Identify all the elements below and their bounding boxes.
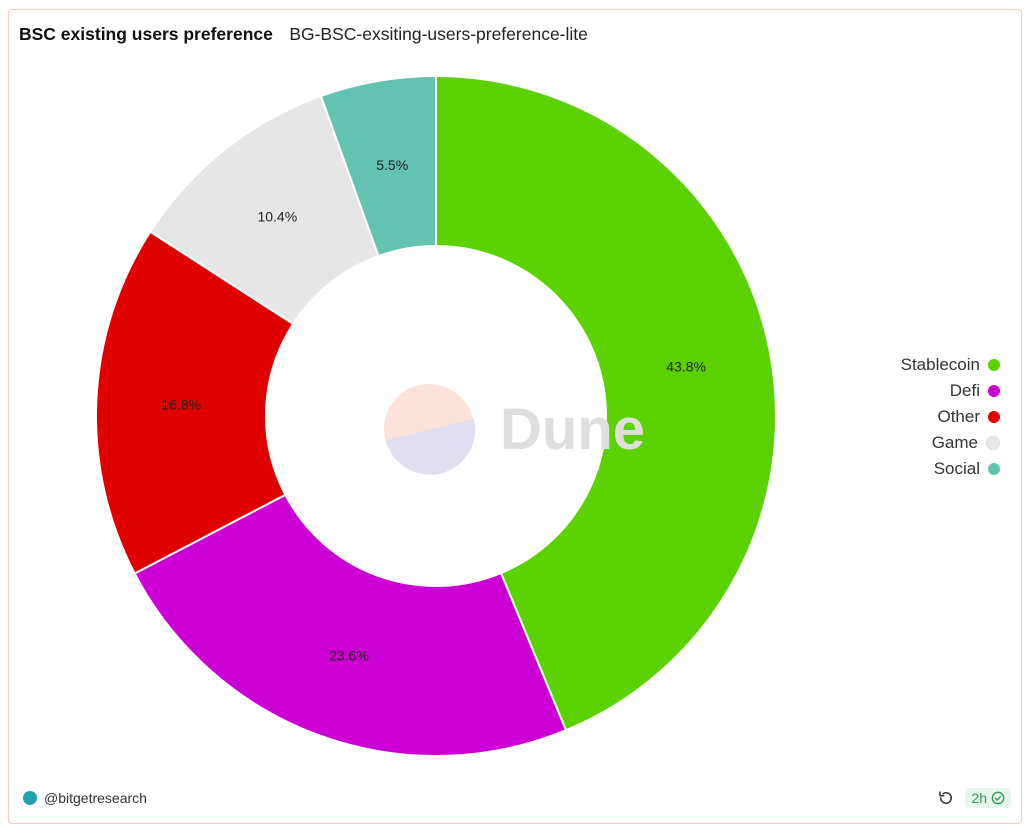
- legend-item-game[interactable]: Game: [901, 430, 1000, 456]
- labels-group: 43.8% 23.6% 16.8% 10.4% 5.5%: [161, 157, 706, 664]
- query-name[interactable]: BG-BSC-exsiting-users-preference-lite: [289, 24, 588, 44]
- legend-swatch: [988, 385, 1000, 397]
- legend: Stablecoin Defi Other Game Social: [901, 352, 1000, 482]
- slice-social[interactable]: [319, 74, 437, 258]
- legend-item-other[interactable]: Other: [901, 404, 1000, 430]
- dune-watermark: Dune: [384, 384, 645, 475]
- legend-item-social[interactable]: Social: [901, 456, 1000, 482]
- watermark-logo-bottom: [386, 419, 476, 475]
- author-name[interactable]: @bitgetresearch: [44, 790, 147, 806]
- legend-label: Social: [933, 459, 980, 478]
- data-label-other: 16.8%: [161, 396, 201, 412]
- legend-swatch: [986, 436, 1000, 450]
- check-circle-icon: [991, 791, 1005, 805]
- freshness-badge[interactable]: 2h: [965, 788, 1011, 808]
- data-label-social: 5.5%: [376, 157, 408, 173]
- author-info[interactable]: @bitgetresearch: [23, 790, 147, 806]
- footer-status: 2h: [937, 788, 1011, 808]
- slice-defi[interactable]: [133, 493, 568, 757]
- legend-item-defi[interactable]: Defi: [901, 378, 1000, 404]
- legend-label: Defi: [949, 381, 980, 400]
- chart-header: BSC existing users preference BG-BSC-exs…: [19, 24, 588, 45]
- slice-stablecoin[interactable]: [435, 74, 777, 732]
- data-label-stablecoin: 43.8%: [666, 358, 706, 374]
- data-label-game: 10.4%: [257, 208, 297, 224]
- legend-swatch: [988, 463, 1000, 475]
- author-avatar: [23, 791, 37, 805]
- legend-label: Other: [937, 407, 980, 426]
- slices-group: [95, 74, 777, 757]
- legend-swatch: [988, 411, 1000, 423]
- legend-swatch: [988, 359, 1000, 371]
- chart-title: BSC existing users preference: [19, 24, 273, 44]
- refresh-icon[interactable]: [937, 789, 955, 807]
- legend-label: Stablecoin: [900, 355, 980, 374]
- watermark-text: Dune: [500, 397, 645, 462]
- legend-item-stablecoin[interactable]: Stablecoin: [901, 352, 1000, 378]
- legend-label: Game: [931, 433, 978, 452]
- data-label-defi: 23.6%: [329, 648, 369, 664]
- age-label: 2h: [971, 790, 987, 806]
- slice-other[interactable]: [95, 230, 295, 575]
